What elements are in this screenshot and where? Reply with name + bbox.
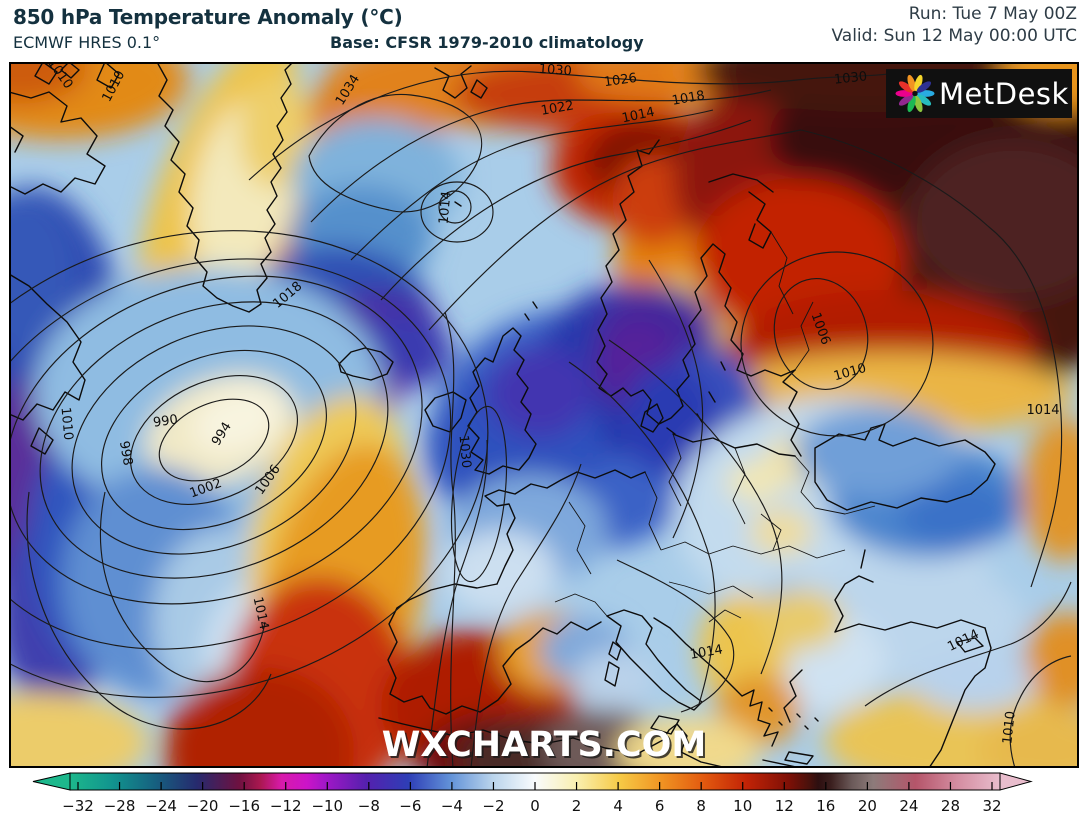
svg-text:1022: 1022 <box>540 98 575 119</box>
svg-text:1010: 1010 <box>58 407 76 441</box>
svg-text:1014: 1014 <box>437 191 455 225</box>
colorbar-tick-labels: −32 −28 −24 −20 −16 −12 −10 −8 −6 −4 −2 0 2 4 6 8 10 12 16… <box>62 797 1001 815</box>
metdesk-pinwheel-icon <box>895 74 935 113</box>
country-borders <box>554 231 876 623</box>
map-border <box>9 62 1079 768</box>
svg-text:−16: −16 <box>228 797 260 815</box>
svg-text:1014: 1014 <box>621 105 656 127</box>
svg-text:−4: −4 <box>441 797 463 815</box>
svg-text:1030: 1030 <box>538 62 572 79</box>
run-time-label: Run: Tue 7 May 00Z <box>908 4 1077 24</box>
svg-text:1014: 1014 <box>250 596 272 631</box>
svg-text:−28: −28 <box>104 797 136 815</box>
svg-text:1030: 1030 <box>456 435 474 469</box>
watermark: WXCHARTS.COM <box>382 725 706 765</box>
svg-text:−12: −12 <box>270 797 302 815</box>
svg-text:1010: 1010 <box>1000 710 1018 744</box>
svg-text:1026: 1026 <box>603 71 638 90</box>
climatology-base-label: Base: CFSR 1979-2010 climatology <box>330 33 644 52</box>
svg-text:990: 990 <box>152 412 179 430</box>
svg-text:4: 4 <box>613 797 623 815</box>
coastlines <box>9 62 996 768</box>
svg-text:998: 998 <box>116 440 135 467</box>
svg-text:−8: −8 <box>358 797 380 815</box>
metdesk-logo: MetDesk <box>886 69 1072 118</box>
svg-text:1014: 1014 <box>689 642 724 663</box>
valid-time-label: Valid: Sun 12 May 00:00 UTC <box>831 26 1077 46</box>
svg-text:10: 10 <box>733 797 752 815</box>
svg-text:−20: −20 <box>187 797 219 815</box>
colorbar-right-arrow <box>999 772 1033 791</box>
svg-text:20: 20 <box>858 797 877 815</box>
svg-text:−10: −10 <box>311 797 343 815</box>
svg-text:8: 8 <box>696 797 706 815</box>
svg-text:6: 6 <box>655 797 665 815</box>
isobar-contours <box>9 69 1072 768</box>
page-title: 850 hPa Temperature Anomaly (°C) <box>13 5 403 29</box>
colorbar-svg: −32 −28 −24 −20 −16 −12 −10 −8 −6 −4 −2 0 2 4 6 8 10 12 16… <box>32 772 1033 815</box>
metdesk-logo-text: MetDesk <box>939 77 1069 111</box>
svg-text:−2: −2 <box>482 797 504 815</box>
colorbar-ticks <box>77 782 993 790</box>
svg-text:−24: −24 <box>145 797 177 815</box>
colorbar-left-arrow <box>32 772 71 791</box>
svg-text:12: 12 <box>775 797 794 815</box>
svg-text:16: 16 <box>816 797 835 815</box>
svg-text:2: 2 <box>572 797 582 815</box>
map-canvas: 1010 1010 1034 1030 1026 1022 1018 1014 1030 1014… <box>9 62 1079 768</box>
svg-text:−6: −6 <box>399 797 421 815</box>
svg-text:1014: 1014 <box>1026 403 1059 418</box>
colorbar: −32 −28 −24 −20 −16 −12 −10 −8 −6 −4 −2 0 2 4 6 8 10 12 16… <box>0 766 1088 833</box>
model-label: ECMWF HRES 0.1° <box>13 33 161 52</box>
watermark-shadow: WXCHARTS.COM <box>384 727 708 767</box>
svg-text:−32: −32 <box>62 797 94 815</box>
svg-text:32: 32 <box>982 797 1001 815</box>
svg-text:28: 28 <box>941 797 960 815</box>
svg-text:24: 24 <box>899 797 918 815</box>
svg-text:1018: 1018 <box>671 88 706 109</box>
svg-text:1030: 1030 <box>833 69 867 87</box>
svg-text:0: 0 <box>530 797 540 815</box>
